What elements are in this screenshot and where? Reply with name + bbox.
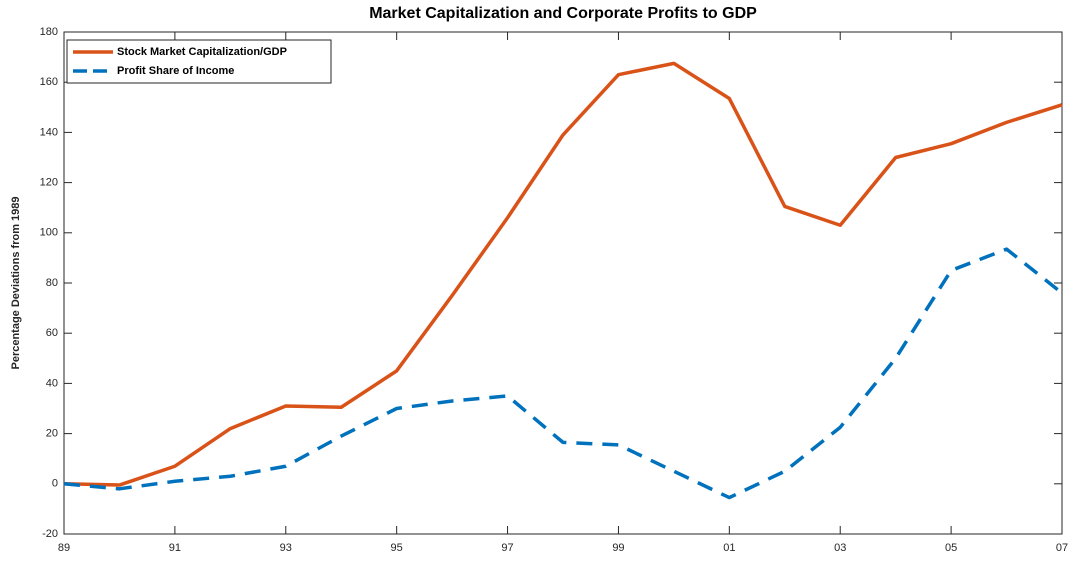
y-tick-label: 40 xyxy=(46,377,58,389)
series-line xyxy=(63,61,1063,487)
x-tick-label: 07 xyxy=(1056,542,1068,554)
y-tick-label: 180 xyxy=(40,26,58,38)
y-tick-label: -20 xyxy=(42,528,58,540)
x-tick-label: 91 xyxy=(169,542,181,554)
x-tick-label: 03 xyxy=(834,542,846,554)
legend-label: Stock Market Capitalization/GDP xyxy=(117,46,287,58)
x-tick-label: 99 xyxy=(612,542,624,554)
x-tick-label: 89 xyxy=(58,542,70,554)
chart-title: Market Capitalization and Corporate Prof… xyxy=(369,5,757,22)
y-tick-label: 140 xyxy=(40,126,58,138)
y-tick-label: 60 xyxy=(46,327,58,339)
x-tick-label: 01 xyxy=(723,542,735,554)
x-tick-label: 97 xyxy=(501,542,513,554)
legend-label: Profit Share of Income xyxy=(117,65,234,77)
x-tick-label: 05 xyxy=(945,542,957,554)
y-tick-label: 120 xyxy=(40,177,58,189)
y-axis-label: Percentage Deviations from 1989 xyxy=(10,196,22,369)
y-tick-label: 160 xyxy=(40,76,58,88)
y-tick-label: 20 xyxy=(46,428,58,440)
x-tick-label: 95 xyxy=(391,542,403,554)
y-tick-label: 80 xyxy=(46,277,58,289)
series-line xyxy=(63,247,1064,500)
legend-box xyxy=(66,39,332,84)
y-tick-label: 0 xyxy=(52,478,58,490)
x-tick-label: 93 xyxy=(280,542,292,554)
y-tick-label: 100 xyxy=(40,227,58,239)
